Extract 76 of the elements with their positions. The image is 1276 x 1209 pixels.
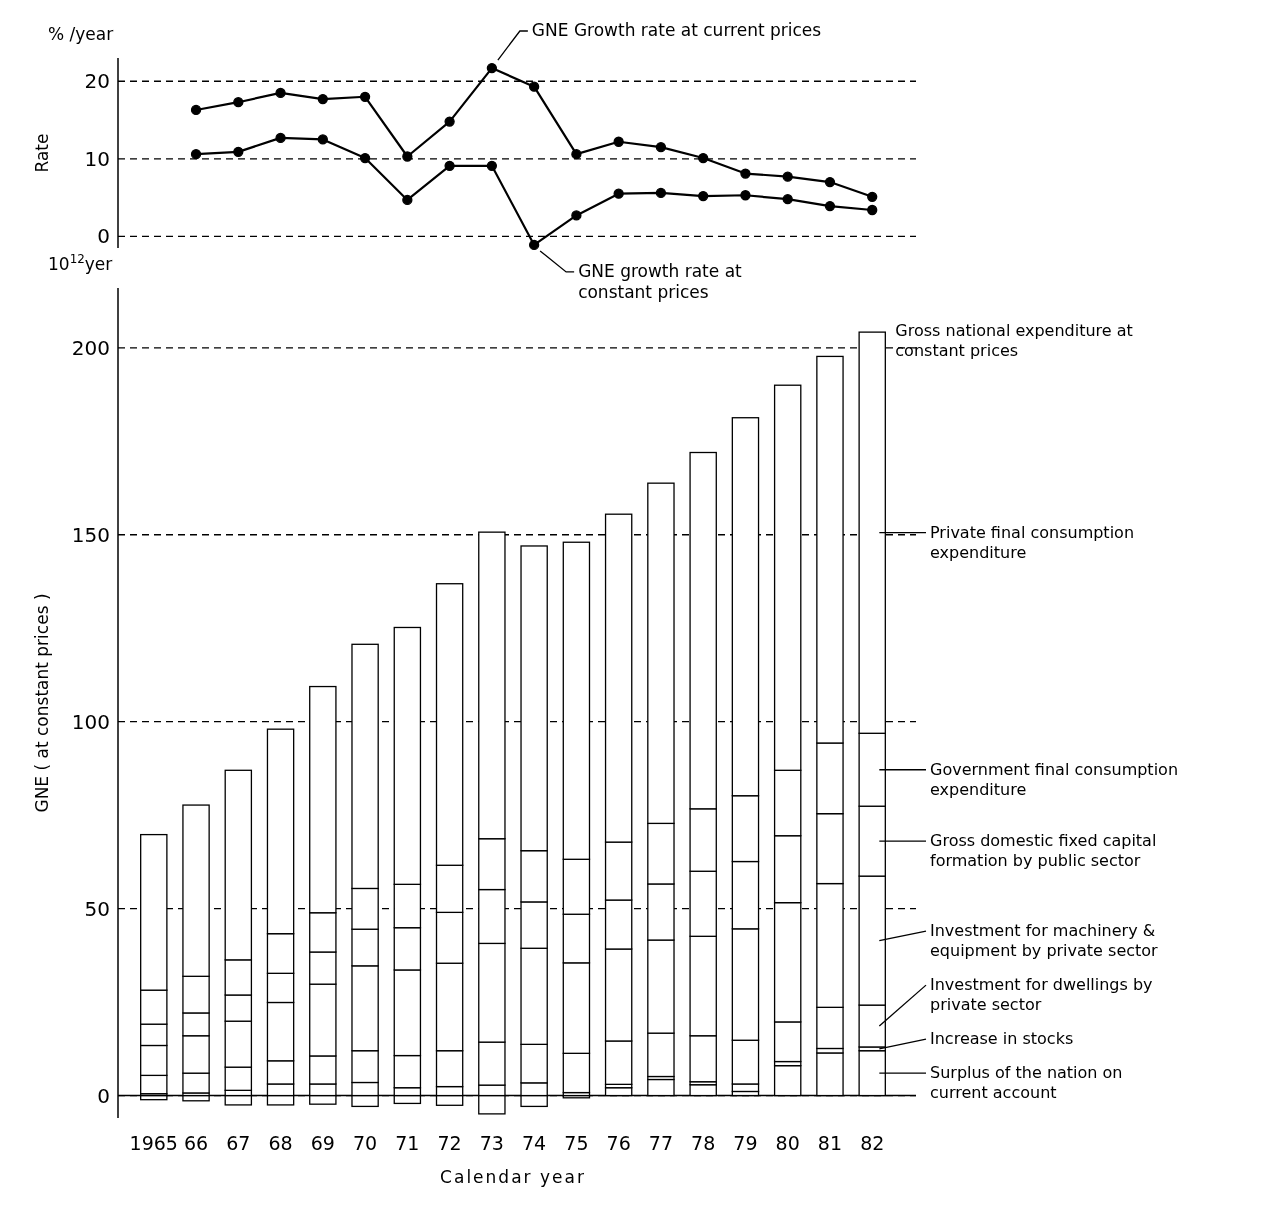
legend-label: Investment for machinery & equipment by private sector (930, 921, 1159, 961)
legend-label: Gross domestic fixed capital formation by public sector (930, 831, 1157, 871)
point (782, 193, 793, 205)
point (740, 190, 751, 201)
point (824, 176, 836, 188)
y-tick-label: 200 (71, 335, 110, 360)
point (867, 191, 878, 202)
text: Investment for dwellings by private sector (930, 975, 1153, 1015)
point (655, 142, 667, 153)
x-tick-label: 67 (226, 1132, 251, 1154)
point (486, 62, 498, 74)
point (317, 93, 328, 105)
point (613, 136, 624, 147)
point (275, 87, 286, 99)
text: % /year (48, 24, 114, 44)
x-tick-label: 1965 (129, 1132, 178, 1154)
point (867, 204, 878, 216)
point (233, 146, 244, 157)
legend-label: GNE growth rate at constant prices (578, 260, 743, 303)
y-tick-label: 20 (84, 69, 110, 94)
y-tick-label: 50 (84, 896, 110, 921)
annotation: Gross national expenditure at constant prices (895, 321, 1133, 361)
point (486, 160, 498, 171)
legend-label: Increase in stocks (930, 1029, 1074, 1049)
point (402, 194, 413, 206)
x-axis-title: Calendar year (440, 1167, 586, 1187)
bar (224, 1094, 253, 1106)
point (782, 171, 793, 182)
y-tick-label: 0 (97, 1083, 110, 1108)
x-tick-label: 81 (817, 1132, 843, 1154)
x-tick-label: 79 (733, 1132, 758, 1154)
point (571, 149, 582, 160)
point (698, 152, 709, 164)
x-tick-label: 78 (691, 1132, 716, 1154)
y-tick-label: 0 (97, 224, 110, 249)
point (613, 188, 624, 199)
x-tick-label: 68 (268, 1132, 293, 1154)
x-tick-label: 82 (860, 1132, 885, 1154)
legend-label: Private final consumption expenditure (930, 522, 1135, 562)
x-tick-label: 66 (183, 1132, 209, 1154)
point (528, 239, 540, 251)
x-tick-label: 74 (522, 1132, 547, 1154)
x-tick-label: 72 (437, 1132, 462, 1154)
legend-label: Government final consumption expenditure (930, 759, 1179, 799)
x-tick-label: 69 (310, 1132, 335, 1154)
text: 10$^{12}$yer (48, 252, 113, 274)
point (359, 152, 371, 164)
x-tick-label: 73 (479, 1132, 504, 1154)
point (528, 81, 540, 92)
point (190, 104, 202, 116)
point (402, 151, 413, 162)
point (359, 91, 371, 102)
text: GNE Growth rate at current prices (531, 20, 822, 40)
point (444, 116, 455, 127)
x-tick-label: 70 (352, 1132, 378, 1154)
point (824, 200, 836, 212)
point (698, 190, 709, 202)
x-tick-label: 77 (648, 1132, 674, 1154)
point (275, 132, 286, 144)
point (190, 149, 202, 160)
legend-label: Surplus of the nation on current account (930, 1063, 1123, 1103)
y-axis-title: Rate (32, 133, 52, 173)
point (571, 210, 582, 221)
y-axis-title: GNE ( at constant prices ) (32, 593, 52, 813)
point (233, 97, 244, 108)
x-tick-label: 76 (606, 1132, 631, 1154)
y-tick-label: 150 (71, 522, 110, 547)
x-tick-label: 80 (775, 1132, 800, 1154)
point (655, 187, 667, 199)
point (444, 160, 455, 171)
x-tick-label: 75 (564, 1132, 589, 1154)
y-tick-label: 10 (84, 146, 110, 171)
point (740, 168, 751, 179)
x-tick-label: 71 (395, 1132, 420, 1154)
point (317, 134, 328, 145)
y-tick-label: 100 (71, 709, 110, 734)
